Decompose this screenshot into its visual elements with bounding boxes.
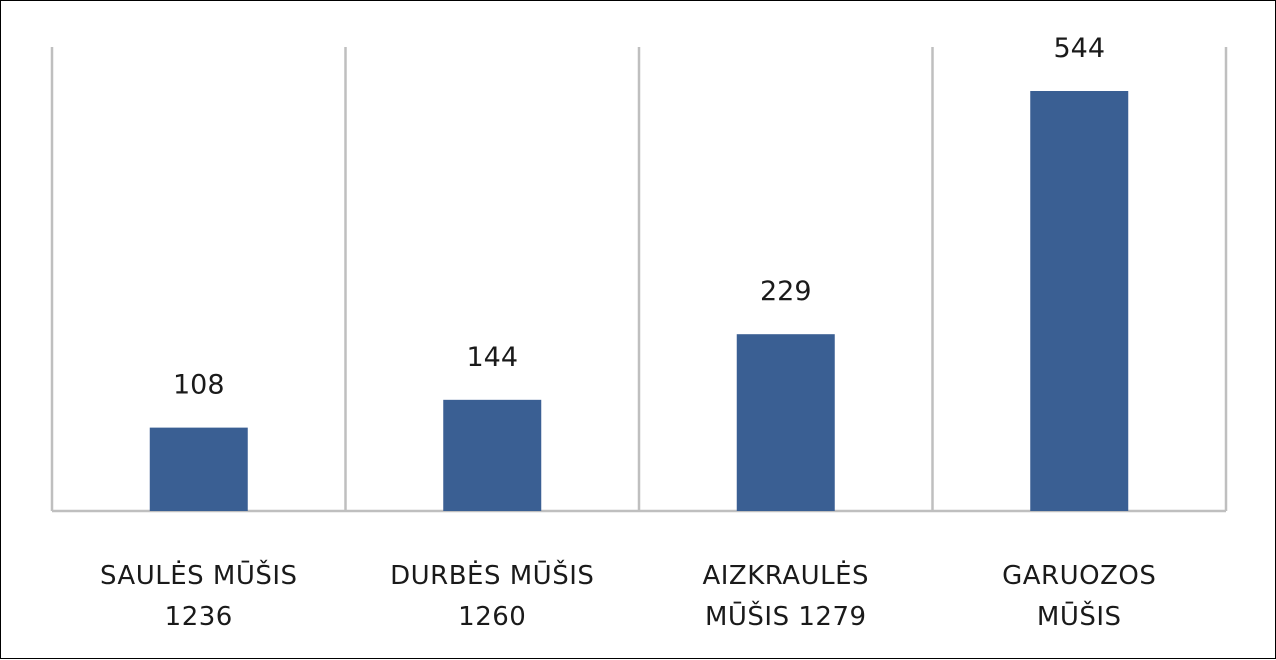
category-label-4-line-1: GARUOZOS [1002, 561, 1156, 591]
data-label-1: 108 [173, 370, 225, 401]
category-label-2-line-1: DURBĖS MŪŠIS [390, 559, 594, 591]
category-label-1-line-2: 1236 [165, 602, 233, 632]
data-label-4: 544 [1053, 33, 1105, 64]
bar-1 [149, 427, 248, 511]
bar-3 [736, 334, 835, 511]
category-label-3-line-1: AIZKRAULĖS [702, 559, 869, 591]
data-label-2: 144 [466, 342, 518, 373]
category-label-3-line-2: MŪŠIS 1279 [705, 600, 867, 632]
bar-2 [443, 399, 542, 511]
category-label-1-line-1: SAULĖS MŪŠIS [100, 559, 298, 591]
bar-4 [1030, 91, 1129, 511]
category-label-4-line-2: MŪŠIS [1037, 600, 1122, 632]
data-label-3: 229 [760, 276, 812, 307]
category-label-2-line-2: 1260 [458, 602, 526, 632]
